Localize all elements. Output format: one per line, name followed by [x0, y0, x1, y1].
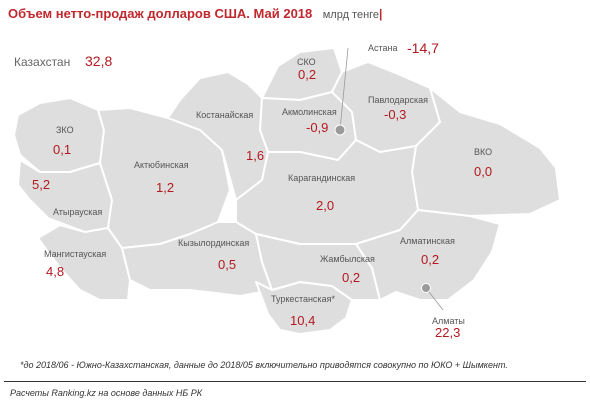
akmola-label: Акмолинская — [282, 107, 337, 117]
zhambyl-label: Жамбылская — [320, 254, 375, 264]
country-label: Казахстан — [14, 55, 71, 69]
sko-label: СКО — [297, 57, 316, 67]
astana-leader — [339, 47, 349, 131]
vko-value: 0,0 — [474, 164, 493, 179]
astana-label: Астана — [368, 43, 398, 53]
astana-value: -14,7 — [407, 40, 439, 56]
turkestan-label: Туркестанская* — [271, 294, 335, 304]
sko-value: 0,2 — [298, 67, 317, 82]
almaty-region-label: Алматинская — [400, 236, 455, 246]
pavlodar-label: Павлодарская — [368, 95, 428, 105]
turkestan-value: 10,4 — [290, 313, 316, 328]
kyzylorda-value: 0,5 — [218, 257, 237, 272]
title-pipe: | — [379, 7, 383, 21]
astana-marker — [334, 124, 346, 136]
footnote: *до 2018/06 - Южно-Казахстанская, данные… — [20, 360, 508, 370]
karaganda-value: 2,0 — [316, 198, 335, 213]
aktobe-label: Актюбинская — [134, 160, 189, 170]
zhambyl-value: 0,2 — [342, 270, 361, 285]
region-almaty — [355, 209, 501, 301]
footer-divider — [4, 381, 586, 382]
zko-value: 0,1 — [53, 142, 72, 157]
mangystau-label: Мангистауская — [44, 249, 107, 259]
units-label: млрд тенге — [322, 9, 380, 21]
atyrau-value: 5,2 — [32, 177, 51, 192]
source-note: Расчеты Ranking.kz на основе данных НБ Р… — [10, 388, 203, 398]
country-value: 32,8 — [85, 53, 113, 69]
kostanay-value: 1,6 — [246, 148, 265, 163]
aktobe-value: 1,2 — [156, 180, 175, 195]
karaganda-label: Карагандинская — [288, 173, 356, 183]
mangystau-value: 4,8 — [46, 264, 65, 279]
almaty-marker — [421, 283, 431, 293]
region-mangystau — [37, 224, 131, 301]
almaty-city-value: 22,3 — [435, 325, 461, 340]
chart-title: Объем нетто-продаж долларов США. Май 201… — [8, 6, 313, 21]
region-zhambyl — [255, 233, 381, 301]
kostanay-label: Костанайская — [196, 110, 254, 120]
akmola-value: -0,9 — [306, 120, 329, 135]
kyzylorda-label: Кызылординская — [178, 238, 250, 248]
atyrau-label: Атырауская — [53, 207, 103, 217]
almaty-region-value: 0,2 — [421, 252, 440, 267]
pavlodar-value: -0,3 — [384, 107, 407, 122]
vko-label: ВКО — [474, 147, 493, 157]
chart-header: Объем нетто-продаж долларов США. Май 201… — [8, 5, 382, 23]
region-zko — [13, 97, 105, 173]
zko-label: ЗКО — [56, 125, 74, 135]
almaty-city-label: Алматы — [432, 316, 465, 326]
